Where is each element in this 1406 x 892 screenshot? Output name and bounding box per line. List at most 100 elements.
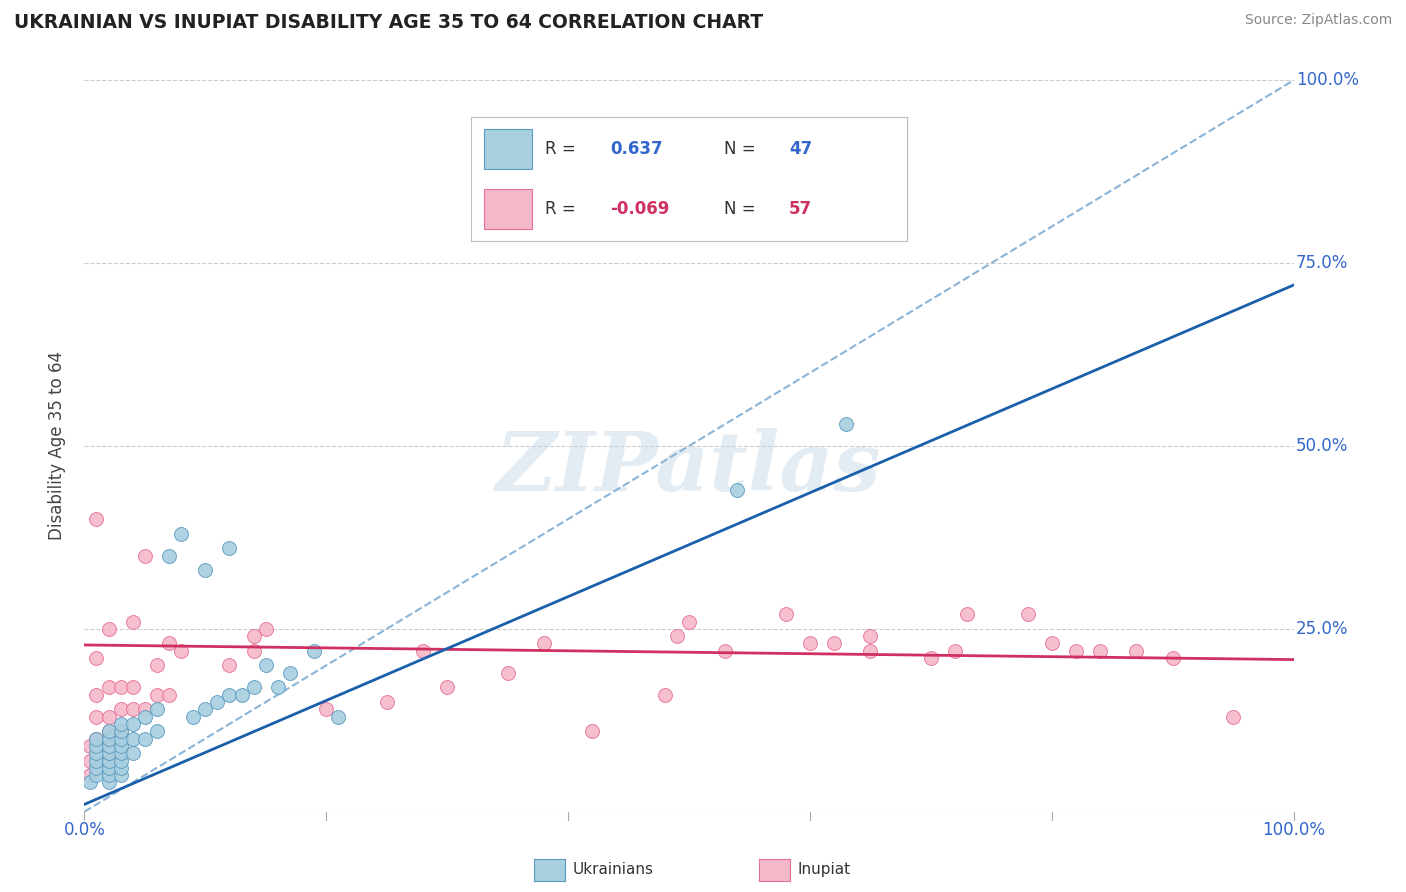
- Point: [146, 658, 169, 673]
- Point: [920, 651, 942, 665]
- Point: [146, 702, 169, 716]
- Point: [375, 695, 398, 709]
- Text: 57: 57: [789, 200, 813, 218]
- Point: [157, 688, 180, 702]
- Point: [157, 636, 180, 650]
- Point: [254, 658, 277, 673]
- Text: 25.0%: 25.0%: [1296, 620, 1348, 638]
- Point: [97, 739, 120, 753]
- Text: 75.0%: 75.0%: [1296, 254, 1348, 272]
- Text: -0.069: -0.069: [610, 200, 671, 218]
- Text: 100.0%: 100.0%: [1296, 71, 1360, 89]
- Point: [218, 688, 240, 702]
- Point: [86, 651, 108, 665]
- Text: 50.0%: 50.0%: [1296, 437, 1348, 455]
- Point: [110, 681, 132, 695]
- Point: [714, 644, 737, 658]
- Point: [97, 754, 120, 768]
- Point: [1017, 607, 1039, 622]
- Point: [97, 681, 120, 695]
- Point: [86, 512, 108, 526]
- Point: [412, 644, 434, 658]
- Point: [134, 731, 156, 746]
- Point: [79, 775, 101, 789]
- Point: [956, 607, 979, 622]
- Point: [86, 731, 108, 746]
- Point: [194, 702, 217, 716]
- Text: Ukrainians: Ukrainians: [572, 863, 654, 877]
- Point: [207, 695, 229, 709]
- Point: [110, 702, 132, 716]
- Point: [79, 739, 101, 753]
- Text: Source: ZipAtlas.com: Source: ZipAtlas.com: [1244, 13, 1392, 28]
- Point: [79, 754, 101, 768]
- Point: [97, 739, 120, 753]
- Point: [1040, 636, 1063, 650]
- Text: UKRAINIAN VS INUPIAT DISABILITY AGE 35 TO 64 CORRELATION CHART: UKRAINIAN VS INUPIAT DISABILITY AGE 35 T…: [14, 13, 763, 32]
- Point: [134, 702, 156, 716]
- Point: [943, 644, 966, 658]
- Point: [799, 636, 821, 650]
- Point: [315, 702, 337, 716]
- Point: [110, 754, 132, 768]
- Text: 0.637: 0.637: [610, 140, 664, 158]
- Bar: [484, 129, 533, 169]
- Text: R =: R =: [546, 200, 576, 218]
- Point: [110, 746, 132, 760]
- Point: [86, 739, 108, 753]
- Text: Inupiat: Inupiat: [797, 863, 851, 877]
- Point: [121, 615, 143, 629]
- Point: [859, 644, 882, 658]
- Point: [110, 768, 132, 782]
- Point: [110, 739, 132, 753]
- Text: N =: N =: [724, 200, 755, 218]
- Point: [242, 681, 264, 695]
- Point: [121, 746, 143, 760]
- Point: [665, 629, 688, 643]
- Point: [278, 665, 301, 680]
- Point: [157, 549, 180, 563]
- Point: [859, 629, 882, 643]
- Point: [134, 549, 156, 563]
- Point: [231, 688, 253, 702]
- Text: 47: 47: [789, 140, 813, 158]
- Bar: [484, 189, 533, 228]
- Point: [97, 746, 120, 760]
- Point: [86, 746, 108, 760]
- Point: [436, 681, 458, 695]
- Point: [775, 607, 797, 622]
- Text: R =: R =: [546, 140, 576, 158]
- Point: [121, 731, 143, 746]
- Point: [97, 754, 120, 768]
- Point: [97, 731, 120, 746]
- Point: [97, 724, 120, 739]
- Point: [146, 688, 169, 702]
- Point: [328, 709, 350, 723]
- Point: [823, 636, 845, 650]
- Point: [1161, 651, 1184, 665]
- Point: [581, 724, 603, 739]
- Point: [110, 724, 132, 739]
- Point: [496, 665, 519, 680]
- Point: [86, 709, 108, 723]
- Point: [533, 636, 555, 650]
- Point: [110, 761, 132, 775]
- Point: [86, 688, 108, 702]
- Point: [97, 761, 120, 775]
- Point: [146, 724, 169, 739]
- Point: [86, 731, 108, 746]
- Point: [242, 629, 264, 643]
- Y-axis label: Disability Age 35 to 64: Disability Age 35 to 64: [48, 351, 66, 541]
- Point: [86, 754, 108, 768]
- Point: [302, 644, 325, 658]
- Point: [134, 709, 156, 723]
- Point: [110, 717, 132, 731]
- Point: [1088, 644, 1111, 658]
- Point: [218, 541, 240, 556]
- Point: [242, 644, 264, 658]
- Point: [110, 731, 132, 746]
- Point: [267, 681, 290, 695]
- Point: [97, 709, 120, 723]
- Point: [725, 483, 748, 497]
- Text: N =: N =: [724, 140, 755, 158]
